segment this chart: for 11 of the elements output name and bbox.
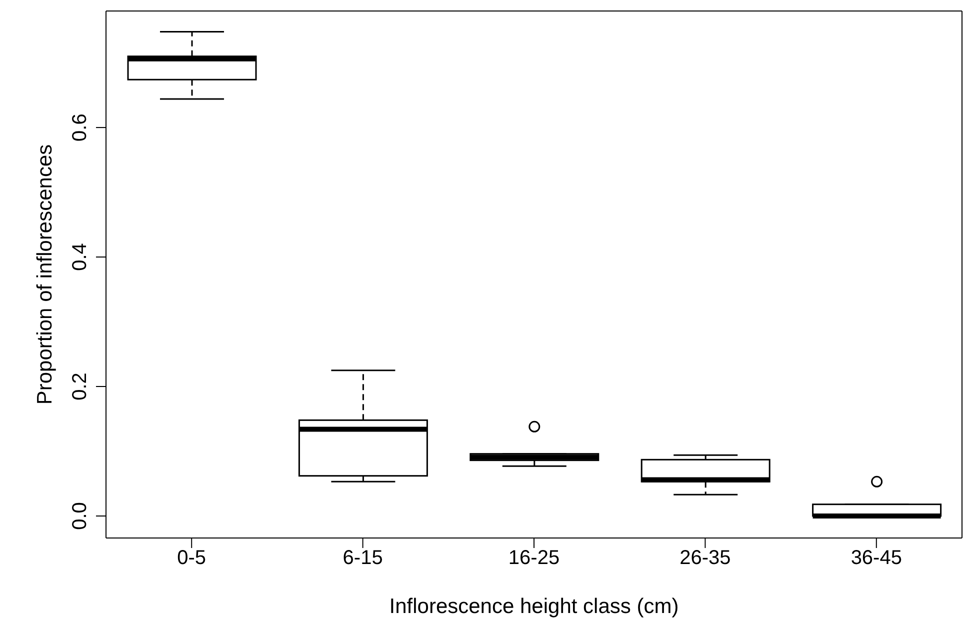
y-tick-label: 0.6 bbox=[69, 114, 91, 142]
x-tick-label: 36-45 bbox=[850, 547, 902, 570]
x-tick-label: 0-5 bbox=[177, 547, 206, 570]
x-tick-label: 16-25 bbox=[508, 547, 560, 570]
x-axis-title: Inflorescence height class (cm) bbox=[389, 594, 679, 618]
y-tick-label: 0.0 bbox=[69, 502, 91, 530]
x-tick-label: 26-35 bbox=[680, 547, 731, 570]
y-axis-title: Proportion of inflorescences bbox=[33, 144, 56, 405]
x-tick-label: 6-15 bbox=[342, 547, 383, 570]
y-tick-label: 0.2 bbox=[69, 372, 91, 400]
y-tick-label: 0.4 bbox=[69, 243, 91, 271]
